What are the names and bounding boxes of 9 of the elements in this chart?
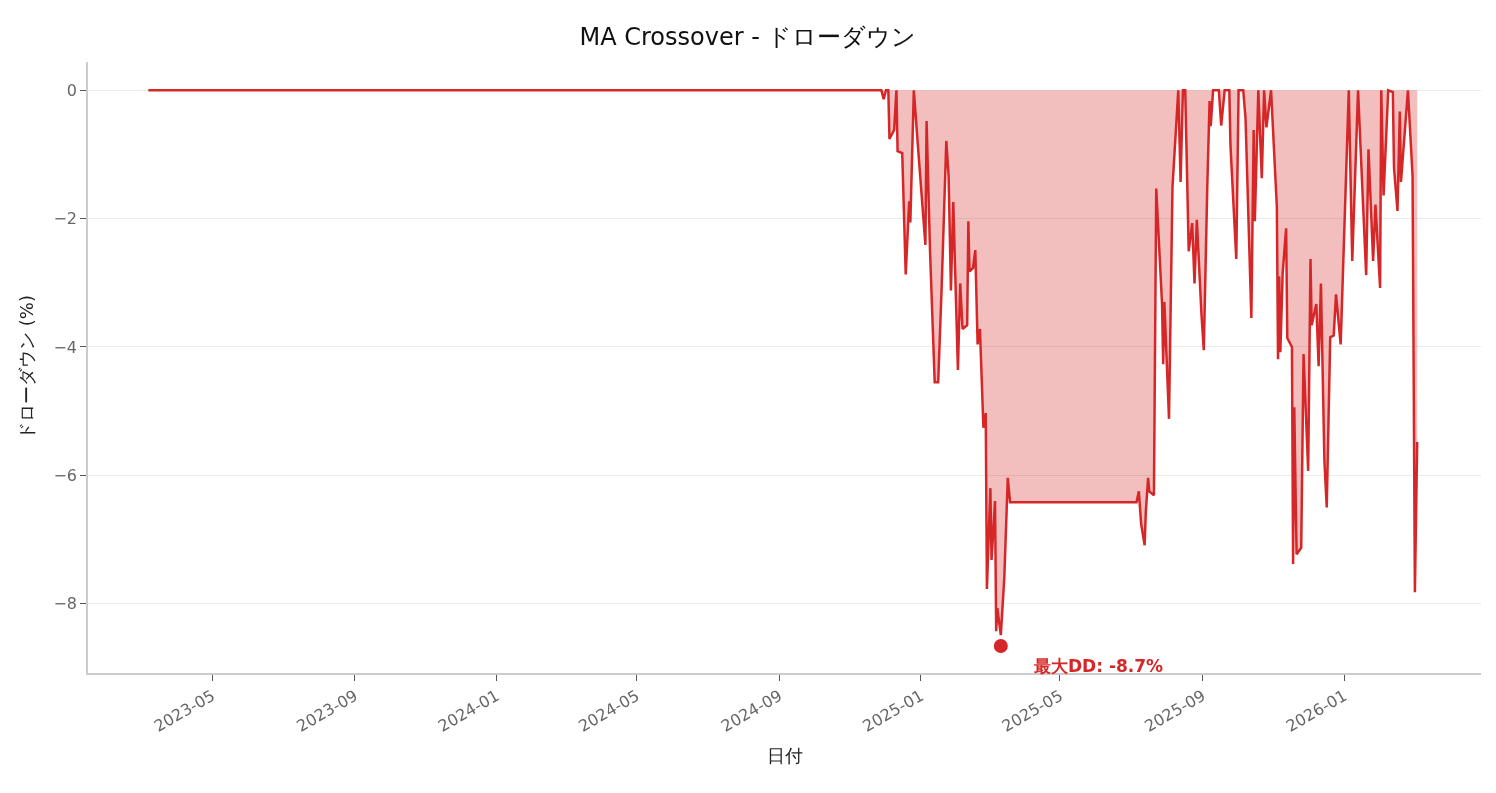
y-axis-title: ドローダウン (%) [16,295,38,440]
y-tick-label: −2 [53,209,78,229]
annotation: 最大DD: -8.7% [1033,656,1164,676]
y-tick-label: −6 [53,465,78,485]
y-tick-label: −4 [53,337,78,357]
y-tick-label: −8 [53,594,78,614]
x-axis-title: 日付 [766,745,803,767]
y-tick-label: 0 [66,80,78,100]
chart-title: MA Crossover - ドローダウン [579,22,917,51]
